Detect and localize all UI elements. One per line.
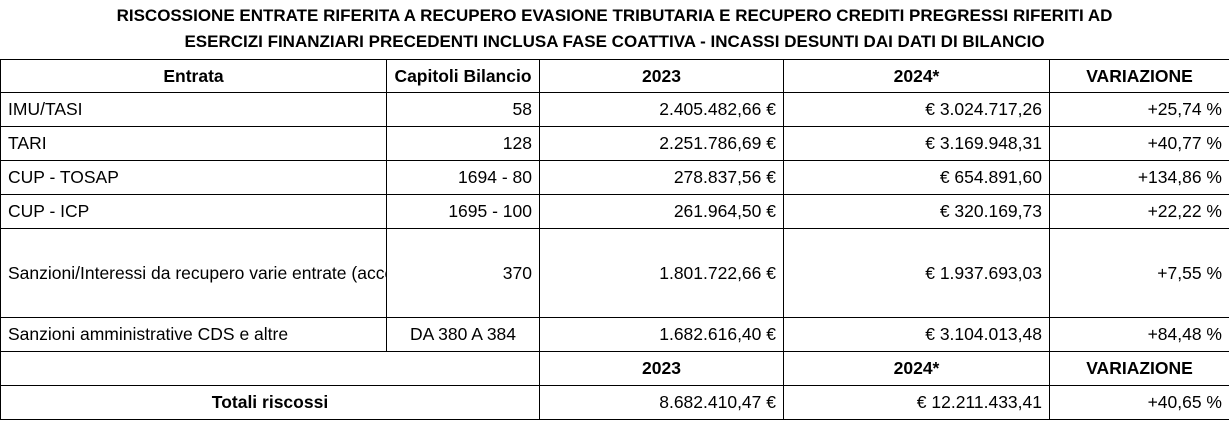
cell-capitoli: 128 bbox=[386, 126, 540, 161]
cell-2023: 2.251.786,69 € bbox=[539, 126, 784, 161]
totals-2024: € 12.211.433,41 bbox=[783, 385, 1050, 420]
cell-capitoli: 1694 - 80 bbox=[386, 160, 540, 195]
cell-2024: € 320.169,73 bbox=[783, 194, 1050, 229]
table-row: TARI 128 2.251.786,69 € € 3.169.948,31 +… bbox=[0, 126, 1229, 161]
cell-2023: 278.837,56 € bbox=[539, 160, 784, 195]
revenue-table: Entrata Capitoli Bilancio 2023 2024* VAR… bbox=[0, 59, 1229, 420]
cell-2023: 2.405.482,66 € bbox=[539, 92, 784, 127]
cell-variazione: +22,22 % bbox=[1049, 194, 1229, 229]
cell-entrata: Sanzioni/Interessi da recupero varie ent… bbox=[0, 228, 387, 318]
cell-entrata: CUP - ICP bbox=[0, 194, 387, 229]
totals-label: Totali riscossi bbox=[0, 385, 540, 420]
table-row: CUP - ICP 1695 - 100 261.964,50 € € 320.… bbox=[0, 194, 1229, 229]
totals-header-row: 2023 2024* VARIAZIONE bbox=[0, 351, 1229, 386]
cell-entrata: CUP - TOSAP bbox=[0, 160, 387, 195]
header-capitoli: Capitoli Bilancio bbox=[386, 59, 540, 93]
header-2024: 2024* bbox=[783, 59, 1050, 93]
cell-2024: € 3.104.013,48 bbox=[783, 317, 1050, 352]
totals-row: Totali riscossi 8.682.410,47 € € 12.211.… bbox=[0, 385, 1229, 420]
title-line-1: RISCOSSIONE ENTRATE RIFERITA A RECUPERO … bbox=[116, 6, 1113, 25]
header-variazione: VARIAZIONE bbox=[1049, 59, 1229, 93]
cell-capitoli: 370 bbox=[386, 228, 540, 318]
cell-entrata: Sanzioni amministrative CDS e altre bbox=[0, 317, 387, 352]
title-line-2: ESERCIZI FINANZIARI PRECEDENTI INCLUSA F… bbox=[184, 32, 1045, 51]
table-row: Sanzioni/Interessi da recupero varie ent… bbox=[0, 228, 1229, 318]
cell-variazione: +7,55 % bbox=[1049, 228, 1229, 318]
cell-2024: € 1.937.693,03 bbox=[783, 228, 1050, 318]
cell-capitoli: 58 bbox=[386, 92, 540, 127]
cell-2024: € 654.891,60 bbox=[783, 160, 1050, 195]
totals-header-2024: 2024* bbox=[783, 351, 1050, 386]
cell-2023: 1.801.722,66 € bbox=[539, 228, 784, 318]
totals-header-blank bbox=[0, 351, 540, 386]
totals-variazione: +40,65 % bbox=[1049, 385, 1229, 420]
cell-entrata: TARI bbox=[0, 126, 387, 161]
cell-variazione: +134,86 % bbox=[1049, 160, 1229, 195]
table-row: Sanzioni amministrative CDS e altre DA 3… bbox=[0, 317, 1229, 352]
cell-capitoli: 1695 - 100 bbox=[386, 194, 540, 229]
cell-2023: 1.682.616,40 € bbox=[539, 317, 784, 352]
cell-2024: € 3.169.948,31 bbox=[783, 126, 1050, 161]
cell-2023: 261.964,50 € bbox=[539, 194, 784, 229]
table-row: IMU/TASI 58 2.405.482,66 € € 3.024.717,2… bbox=[0, 92, 1229, 127]
document-title: RISCOSSIONE ENTRATE RIFERITA A RECUPERO … bbox=[0, 0, 1229, 56]
table-header-row: Entrata Capitoli Bilancio 2023 2024* VAR… bbox=[0, 59, 1229, 93]
cell-2024: € 3.024.717,26 bbox=[783, 92, 1050, 127]
header-2023: 2023 bbox=[539, 59, 784, 93]
totals-header-variazione: VARIAZIONE bbox=[1049, 351, 1229, 386]
cell-capitoli: DA 380 A 384 bbox=[386, 317, 540, 352]
cell-variazione: +25,74 % bbox=[1049, 92, 1229, 127]
cell-variazione: +84,48 % bbox=[1049, 317, 1229, 352]
totals-2023: 8.682.410,47 € bbox=[539, 385, 784, 420]
table-row: CUP - TOSAP 1694 - 80 278.837,56 € € 654… bbox=[0, 160, 1229, 195]
totals-header-2023: 2023 bbox=[539, 351, 784, 386]
cell-variazione: +40,77 % bbox=[1049, 126, 1229, 161]
cell-entrata: IMU/TASI bbox=[0, 92, 387, 127]
header-entrata: Entrata bbox=[0, 59, 387, 93]
